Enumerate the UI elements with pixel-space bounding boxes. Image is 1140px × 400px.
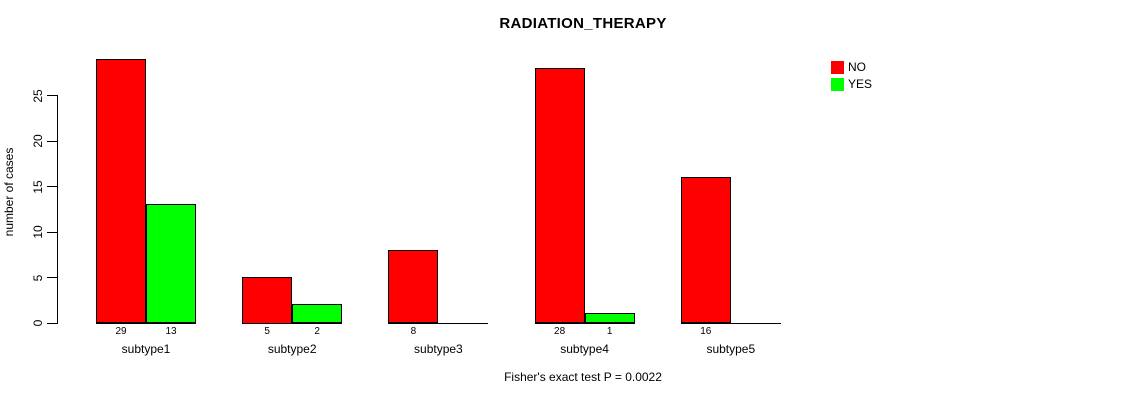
- legend-swatch-yes: [831, 77, 844, 91]
- x-category-label: subtype2: [267, 342, 317, 356]
- bar-value-label: 8: [410, 326, 417, 337]
- bar-subtype5-no: [680, 176, 731, 324]
- y-tick-label: 25: [31, 88, 45, 103]
- y-axis-line: [57, 95, 58, 324]
- legend-item-no: NO: [831, 60, 872, 74]
- y-tick-label: 20: [31, 134, 45, 148]
- bar-subtype4-yes: [584, 313, 635, 324]
- y-tick-mark: [47, 140, 57, 142]
- legend-item-yes: YES: [831, 77, 872, 91]
- bar-subtype3-no: [388, 249, 439, 324]
- legend-swatch-no: [831, 60, 844, 74]
- bar-subtype1-yes: [146, 204, 196, 324]
- x-baseline-subtype3: [388, 322, 489, 324]
- y-tick-label: 10: [31, 225, 45, 239]
- legend-label: NO: [848, 60, 866, 74]
- x-category-label: subtype4: [560, 342, 609, 356]
- legend: NO YES: [831, 60, 872, 91]
- bar-subtype2-no: [242, 277, 293, 324]
- legend-label: YES: [848, 77, 873, 91]
- y-tick-mark: [47, 95, 57, 96]
- y-tick-label: 5: [31, 274, 45, 281]
- bar-value-label: 2: [314, 326, 320, 337]
- x-category-label: subtype5: [706, 342, 756, 356]
- fisher-test-annotation: Fisher's exact test P = 0.0022: [504, 370, 662, 384]
- bar-subtype1-no: [96, 58, 146, 324]
- bar-value-label: 16: [700, 326, 712, 337]
- bar-subtype4-no: [534, 67, 585, 324]
- chart-title: RADIATION_THERAPY: [499, 15, 667, 32]
- x-category-label: subtype3: [414, 342, 463, 356]
- y-tick-mark: [47, 322, 57, 324]
- bar-value-label: 13: [165, 326, 177, 337]
- y-tick-mark: [47, 277, 57, 278]
- bar-subtype2-yes: [292, 304, 343, 324]
- y-tick-label: 15: [31, 179, 45, 194]
- y-tick-label: 0: [31, 319, 45, 327]
- bar-value-label: 1: [606, 326, 613, 337]
- bar-value-label: 5: [264, 326, 270, 337]
- x-baseline-subtype5: [680, 322, 781, 324]
- y-tick-mark: [47, 231, 57, 233]
- y-tick-mark: [47, 186, 57, 187]
- x-category-label: subtype1: [121, 342, 171, 356]
- bar-value-label: 29: [115, 326, 127, 337]
- bar-value-label: 28: [554, 326, 566, 337]
